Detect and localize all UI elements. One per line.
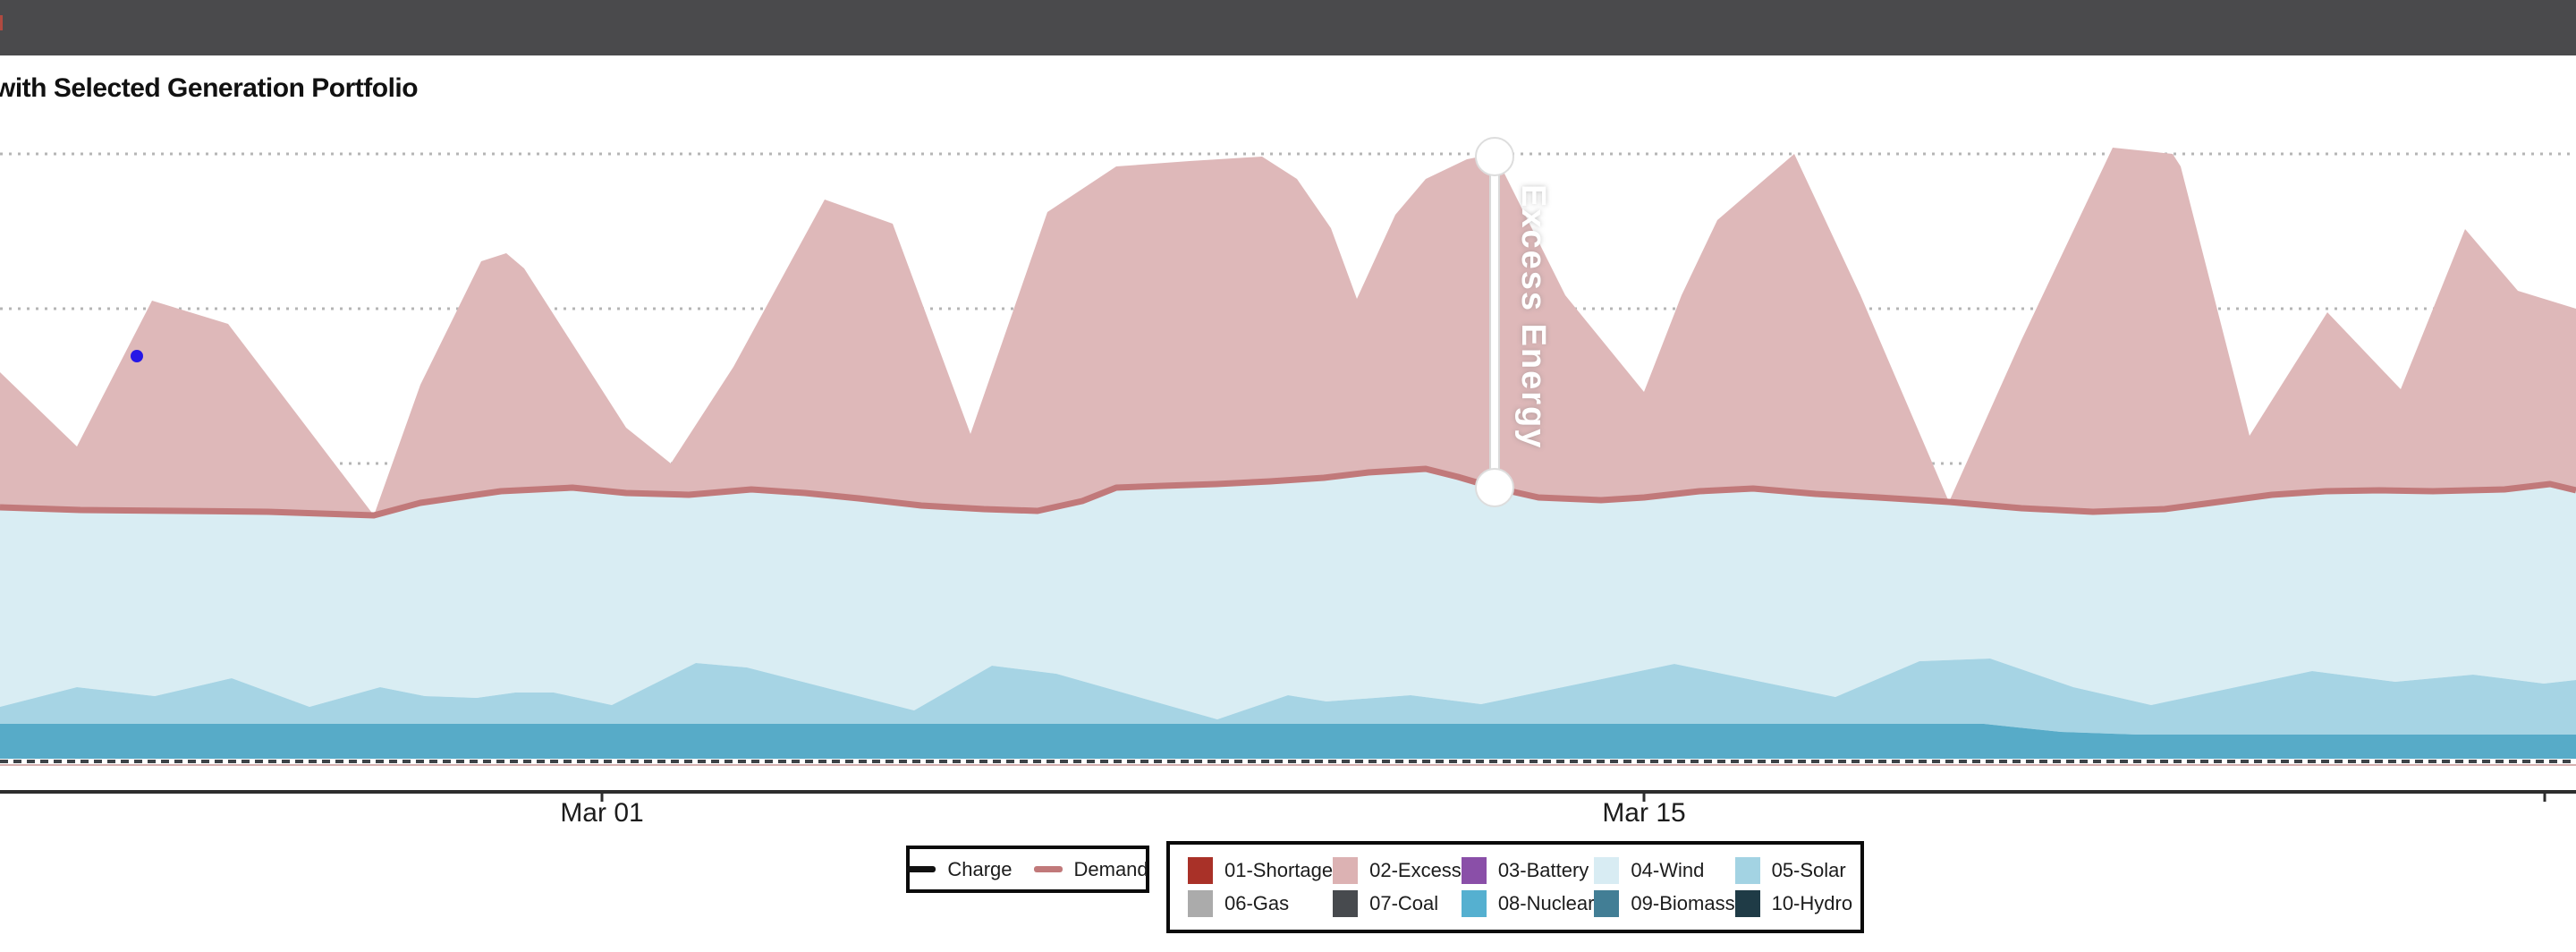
- charge-line-swatch: [907, 866, 936, 872]
- excess-energy-annotation-label: Excess Energy: [1514, 184, 1552, 450]
- battery-swatch: [1461, 856, 1487, 884]
- nuclear-area: [0, 724, 2576, 759]
- cursor-marker-dot: [131, 350, 143, 362]
- legend-item-biomass[interactable]: 09-Biomass: [1594, 890, 1735, 918]
- excess-area: [0, 148, 2576, 515]
- demand-line-swatch: [1033, 866, 1063, 872]
- demand-line: [0, 465, 2576, 519]
- legend-item-gas[interactable]: 06-Gas: [1188, 890, 1333, 918]
- legend-label-coal: 07-Coal: [1369, 892, 1439, 915]
- x-axis-tick-label-mar01: Mar 01: [560, 798, 644, 828]
- nuclear-swatch: [1461, 890, 1487, 918]
- legend-item-nuclear[interactable]: 08-Nuclear: [1461, 890, 1595, 918]
- legend-lines-box: Charge Demand: [906, 846, 1149, 893]
- shortage-swatch: [1188, 856, 1213, 884]
- wind-area: [0, 469, 2576, 719]
- legend-item-wind[interactable]: 04-Wind: [1594, 856, 1734, 884]
- legend-label-charge: Charge: [947, 857, 1013, 880]
- solar-swatch: [1734, 856, 1760, 884]
- top-bar: [0, 0, 2576, 55]
- legend-label-gas: 06-Gas: [1224, 892, 1290, 915]
- legend-label-excess: 02-Excess: [1369, 858, 1462, 881]
- legend-label-wind: 04-Wind: [1631, 858, 1705, 881]
- legend-item-battery[interactable]: 03-Battery: [1461, 856, 1595, 884]
- hydro-swatch: [1734, 890, 1760, 918]
- legend-label-battery: 03-Battery: [1497, 858, 1589, 881]
- legend-categories-box: 01-Shortage 02-Excess 03-Battery 04-Wind…: [1166, 841, 1864, 933]
- legend-item-shortage[interactable]: 01-Shortage: [1188, 856, 1334, 884]
- top-bar-accent-icon: [0, 15, 3, 30]
- legend-item-excess[interactable]: 02-Excess: [1333, 856, 1462, 884]
- legend-item-charge[interactable]: Charge: [907, 857, 1013, 881]
- chart-title: with Selected Generation Portfolio: [0, 73, 419, 103]
- gas-swatch: [1188, 890, 1213, 918]
- biomass-swatch: [1594, 890, 1620, 918]
- legend-item-solar[interactable]: 05-Solar: [1734, 856, 1852, 884]
- wind-swatch: [1594, 856, 1620, 884]
- x-axis-tick-label-mar15: Mar 15: [1602, 798, 1686, 828]
- solar-area: [0, 659, 2576, 735]
- excess-swatch: [1333, 856, 1359, 884]
- annotation-bottom-handle[interactable]: [1475, 468, 1514, 507]
- legend-label-solar: 05-Solar: [1771, 858, 1846, 881]
- legend-label-biomass: 09-Biomass: [1631, 892, 1735, 915]
- legend-label-demand: Demand: [1073, 857, 1148, 880]
- annotation-top-handle[interactable]: [1475, 137, 1514, 176]
- legend-item-coal[interactable]: 07-Coal: [1333, 890, 1462, 918]
- coal-swatch: [1333, 890, 1359, 918]
- legend-label-nuclear: 08-Nuclear: [1497, 892, 1595, 915]
- legend-item-demand[interactable]: Demand: [1033, 857, 1148, 881]
- legend-item-hydro[interactable]: 10-Hydro: [1734, 890, 1853, 918]
- legend-label-hydro: 10-Hydro: [1771, 892, 1853, 915]
- legend-label-shortage: 01-Shortage: [1224, 858, 1334, 881]
